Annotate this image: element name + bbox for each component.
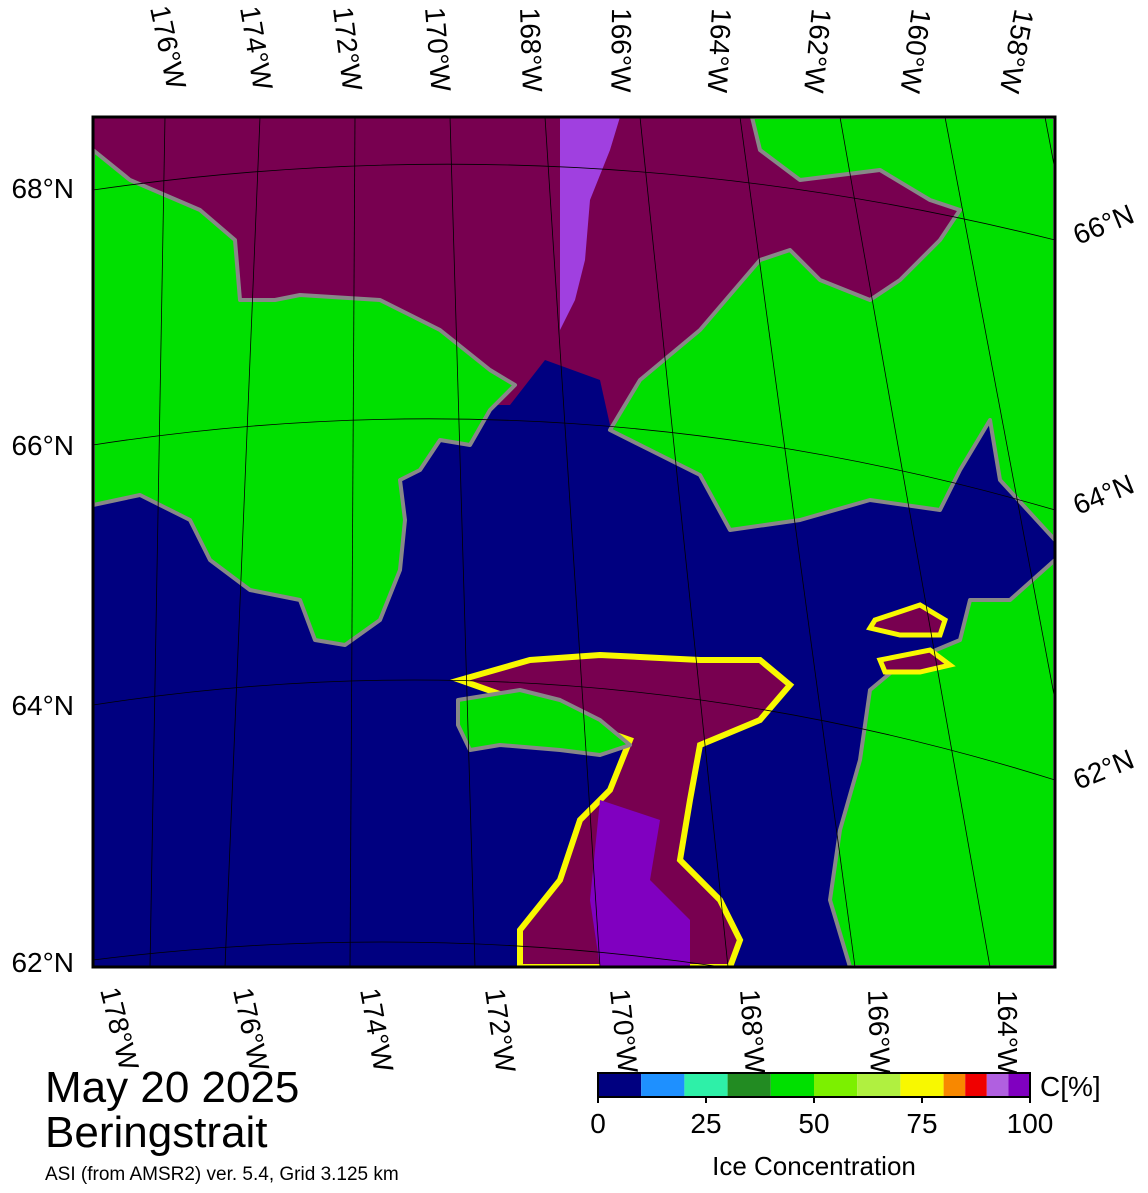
sea-ice-edge — [560, 117, 620, 330]
colorbar-tick-label: 50 — [798, 1108, 829, 1139]
bottom-lon-label: 164°W — [992, 990, 1023, 1075]
colorbar-tick-label: 0 — [590, 1108, 606, 1139]
top-lon-label: 166°W — [605, 8, 637, 93]
map — [93, 117, 1055, 967]
colorbar-segment — [1008, 1073, 1030, 1097]
colorbar-unit: C[%] — [1040, 1071, 1101, 1102]
region-title: Beringstrait — [45, 1108, 268, 1157]
left-lat-label: 62°N — [11, 947, 74, 978]
southwest-alaska — [828, 558, 1055, 967]
colorbar-tick-label: 75 — [906, 1108, 937, 1139]
sea-ice-norton-2 — [876, 647, 956, 675]
bottom-lon-label: 172°W — [479, 987, 522, 1075]
top-lon-label: 168°W — [514, 7, 548, 93]
top-lon-label: 162°W — [798, 7, 837, 94]
colorbar-segment — [986, 1073, 1009, 1097]
right-lat-label: 62°N — [1069, 743, 1139, 795]
colorbar-segment — [857, 1073, 901, 1097]
bottom-lon-label: 174°W — [354, 986, 399, 1075]
colorbar-tick-label: 25 — [690, 1108, 721, 1139]
colorbar-tick-label: 100 — [1007, 1108, 1054, 1139]
left-lat-label: 64°N — [11, 690, 74, 721]
top-lon-label: 158°W — [994, 7, 1040, 96]
alaska — [608, 117, 1055, 542]
source-note: ASI (from AMSR2) ver. 5.4, Grid 3.125 km — [45, 1164, 399, 1185]
map-frame — [91, 115, 1057, 969]
top-lon-label: 170°W — [419, 6, 457, 93]
right-lat-label: 64°N — [1069, 468, 1139, 520]
colorbar-segment — [684, 1073, 728, 1097]
top-lon-label: 160°W — [894, 7, 937, 95]
bottom-lon-label: 170°W — [604, 987, 644, 1075]
sea-ice-norton — [866, 602, 949, 638]
bottom-lon-label: 178°W — [94, 984, 145, 1074]
bottom-lon-label: 168°W — [734, 988, 771, 1075]
colorbar-segment — [641, 1073, 685, 1097]
top-lon-label: 172°W — [327, 5, 368, 93]
sea-ice-patch — [590, 800, 690, 967]
colorbar-segment — [965, 1073, 987, 1097]
top-lon-label: 164°W — [702, 8, 737, 94]
colorbar-segment — [770, 1073, 814, 1097]
colorbar-segment — [900, 1073, 944, 1097]
colorbar-segment — [814, 1073, 858, 1097]
top-lon-label: 176°W — [144, 3, 192, 93]
colorbar-segment — [727, 1073, 771, 1097]
left-lat-label: 68°N — [11, 173, 74, 204]
graticule — [93, 117, 1055, 967]
left-lat-label: 66°N — [11, 430, 74, 461]
top-lon-label: 174°W — [234, 4, 279, 93]
right-lat-label: 66°N — [1069, 198, 1139, 250]
chukotka — [93, 148, 517, 647]
colorbar-label: Ice Concentration — [712, 1151, 916, 1181]
colorbar-segment — [598, 1073, 642, 1097]
date-title: May 20 2025 — [45, 1063, 299, 1112]
bottom-lon-label: 166°W — [862, 989, 896, 1075]
colorbar-segment — [943, 1073, 966, 1097]
bottom-lon-label: 176°W — [227, 985, 275, 1075]
st-lawrence-island — [456, 688, 632, 757]
